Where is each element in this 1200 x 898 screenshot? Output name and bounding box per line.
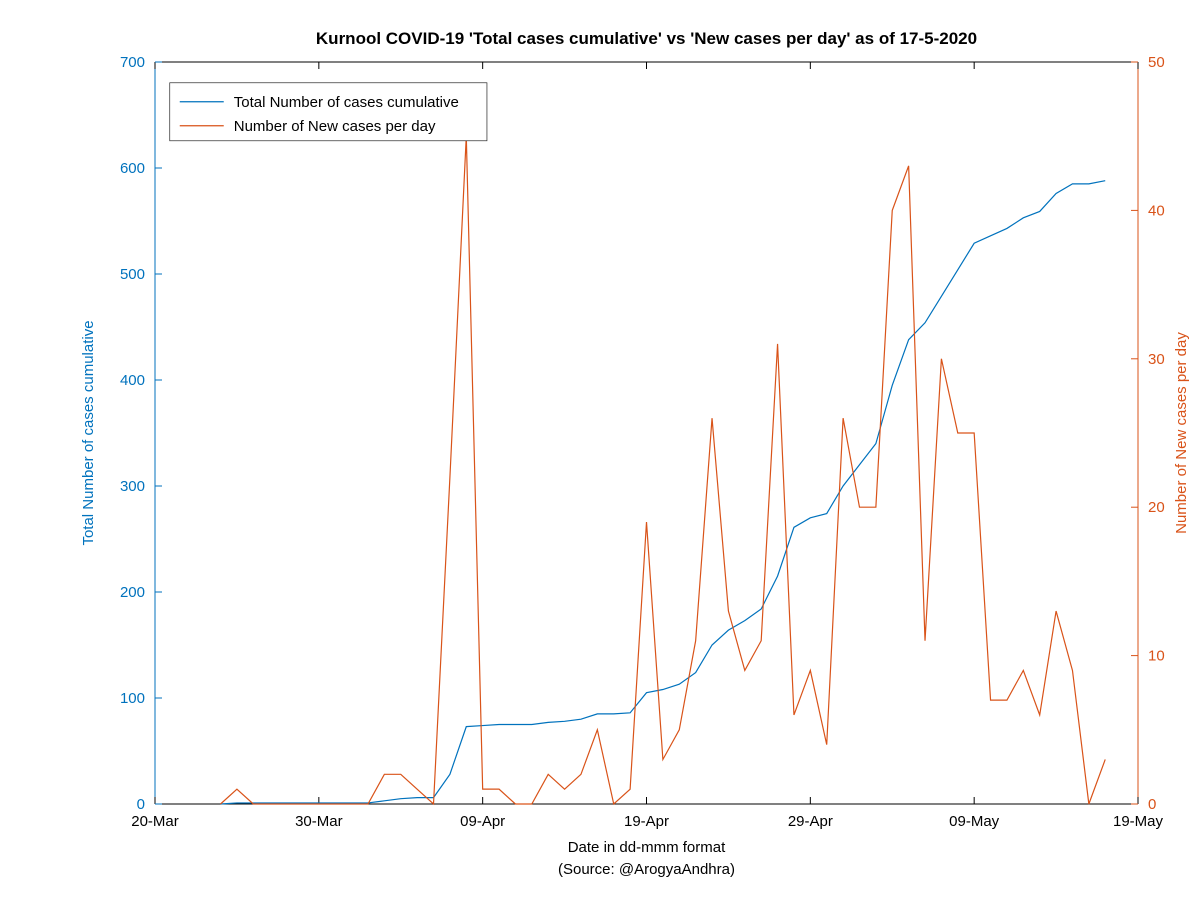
x-tick-label: 09-May — [949, 813, 1000, 830]
y-right-tick-label: 30 — [1148, 351, 1165, 368]
y-left-tick-label: 300 — [120, 478, 145, 495]
y-left-tick-label: 0 — [137, 796, 145, 813]
y-right-tick-label: 50 — [1148, 54, 1165, 71]
y-left-tick-label: 700 — [120, 54, 145, 71]
y-right-tick-label: 40 — [1148, 202, 1165, 219]
y-right-tick-label: 10 — [1148, 648, 1165, 665]
y-left-tick-label: 600 — [120, 160, 145, 177]
y-right-tick-label: 20 — [1148, 499, 1165, 516]
x-tick-label: 20-Mar — [131, 813, 179, 830]
x-tick-label: 19-May — [1113, 813, 1164, 830]
y-left-tick-label: 100 — [120, 690, 145, 707]
legend-label: Number of New cases per day — [234, 118, 436, 135]
x-tick-label: 30-Mar — [295, 813, 343, 830]
y-left-axis-label: Total Number of cases cumulative — [80, 320, 97, 545]
y-left-tick-label: 500 — [120, 266, 145, 283]
x-axis-label-1: Date in dd-mmm format — [568, 839, 726, 856]
chart-container: 20-Mar 30-Mar 09-Apr 19-Apr 29-Apr 09-May 19-M… — [0, 0, 1200, 898]
x-tick-label: 09-Apr — [460, 813, 505, 830]
chart-svg: 20-Mar 30-Mar 09-Apr 19-Apr 29-Apr 09-May 19-M… — [0, 0, 1200, 898]
legend-label: Total Number of cases cumulative — [234, 94, 459, 111]
y-left-tick-label: 400 — [120, 372, 145, 389]
x-axis-label-2: (Source: @ArogyaAndhra) — [558, 861, 735, 878]
chart-title: Kurnool COVID-19 'Total cases cumulative… — [316, 29, 977, 48]
x-tick-label: 19-Apr — [624, 813, 669, 830]
x-tick-label: 29-Apr — [788, 813, 833, 830]
y-left-tick-label: 200 — [120, 584, 145, 601]
y-right-tick-label: 0 — [1148, 796, 1156, 813]
y-right-axis-label: Number of New cases per day — [1173, 332, 1190, 534]
